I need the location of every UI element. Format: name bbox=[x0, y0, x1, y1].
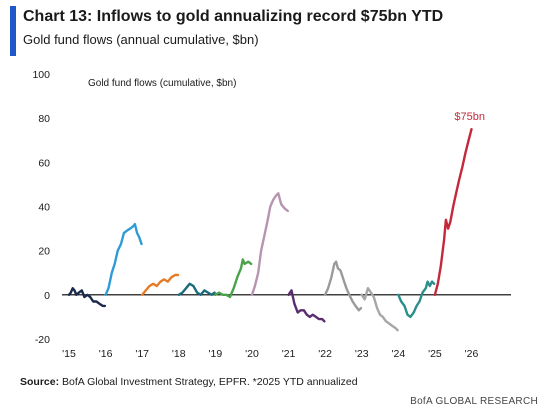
series-line-2017 bbox=[141, 273, 180, 296]
series-line-2021 bbox=[287, 289, 326, 323]
series-line-2024 bbox=[397, 280, 436, 319]
y-tick-label: 60 bbox=[38, 157, 50, 169]
x-tick-label: '26 bbox=[465, 348, 479, 360]
series-line-2018 bbox=[177, 282, 216, 296]
x-tick-label: '24 bbox=[391, 348, 405, 360]
source-label: Source: bbox=[20, 376, 60, 388]
x-tick-label: '15 bbox=[62, 348, 76, 360]
y-tick-label: 80 bbox=[38, 113, 50, 125]
y-tick-label: 100 bbox=[32, 69, 50, 81]
x-tick-label: '22 bbox=[318, 348, 332, 360]
y-tick-label: 40 bbox=[38, 202, 50, 214]
source-text: BofA Global Investment Strategy, EPFR. *… bbox=[59, 376, 358, 388]
x-tick-label: '17 bbox=[135, 348, 149, 360]
x-tick-label: '16 bbox=[99, 348, 113, 360]
annotation-label: $75bn bbox=[454, 111, 485, 123]
y-tick-label: 20 bbox=[38, 246, 50, 258]
series-line-2020 bbox=[250, 192, 289, 296]
y-tick-label: -20 bbox=[35, 334, 50, 346]
x-tick-label: '23 bbox=[355, 348, 369, 360]
series-line-2022 bbox=[323, 260, 363, 312]
x-tick-label: '18 bbox=[172, 348, 186, 360]
series-line-2023 bbox=[360, 287, 399, 332]
chart-title: Chart 13: Inflows to gold annualizing re… bbox=[23, 8, 444, 25]
plot-title: Gold fund flows (cumulative, $bn) bbox=[88, 78, 236, 89]
series-line-2025 bbox=[433, 127, 473, 296]
x-tick-label: '19 bbox=[209, 348, 223, 360]
series-line-2015 bbox=[67, 287, 107, 308]
x-tick-label: '21 bbox=[282, 348, 296, 360]
title-accent-bar bbox=[10, 6, 16, 56]
series-line-2019 bbox=[214, 258, 253, 299]
x-tick-label: '25 bbox=[428, 348, 442, 360]
y-tick-label: 0 bbox=[44, 290, 50, 302]
x-tick-label: '20 bbox=[245, 348, 259, 360]
brand-footer: BofA GLOBAL RESEARCH bbox=[410, 396, 538, 407]
source-note: Source: BofA Global Investment Strategy,… bbox=[20, 376, 358, 388]
series-line-2016 bbox=[104, 223, 143, 296]
chart-subtitle: Gold fund flows (annual cumulative, $bn) bbox=[23, 32, 259, 47]
